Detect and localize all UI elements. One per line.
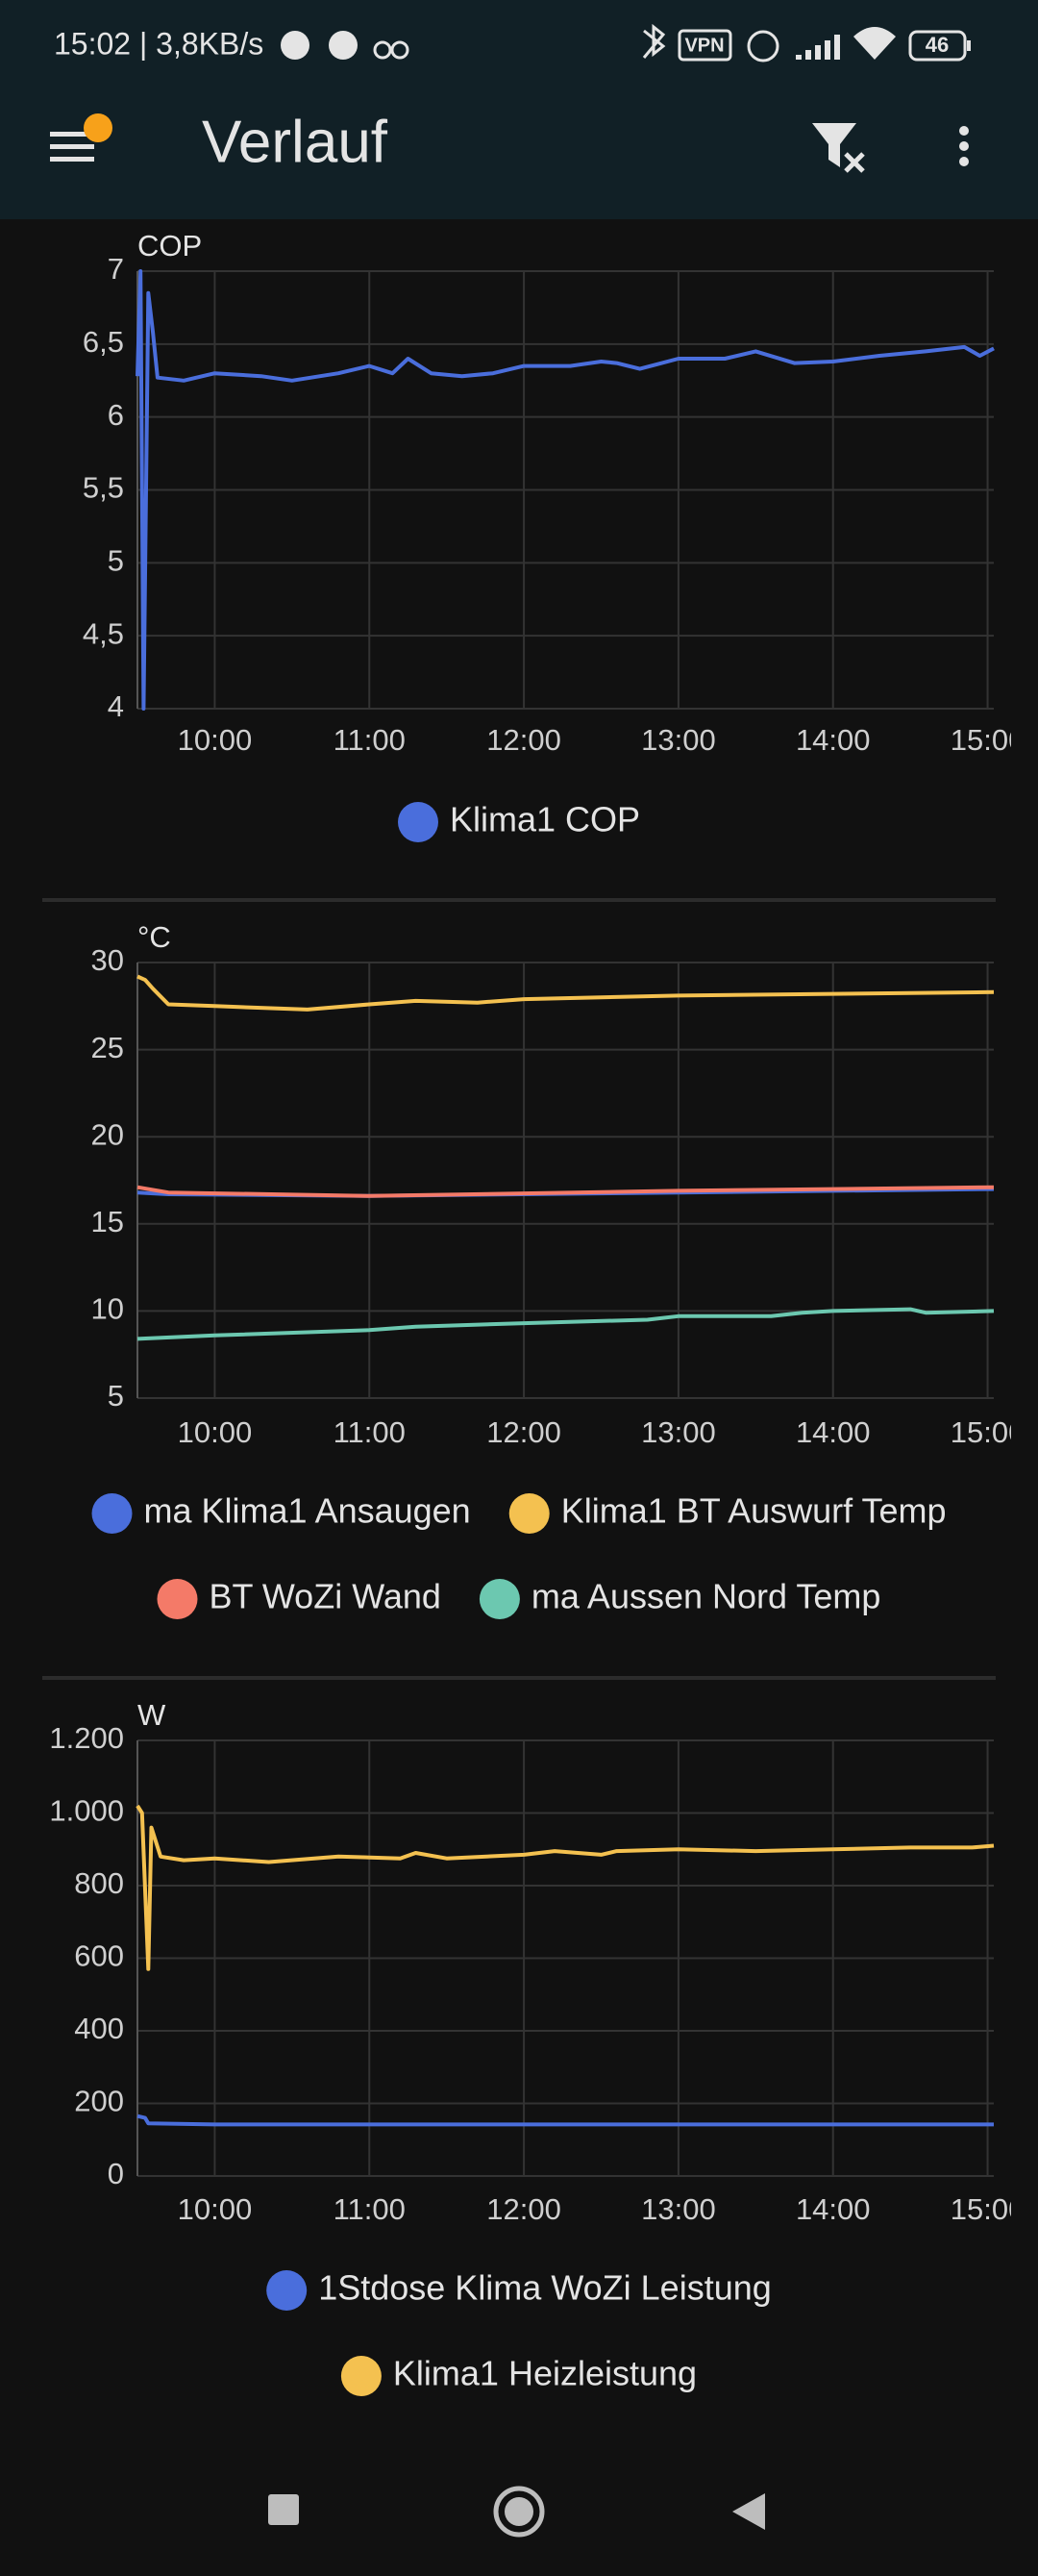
y-tick-label: 1.000 xyxy=(49,1794,124,1828)
x-tick-label: 10:00 xyxy=(178,1415,253,1449)
y-axis-unit: °C xyxy=(137,920,171,954)
x-tick-label: 11:00 xyxy=(334,2192,406,2226)
data-line xyxy=(136,1804,995,1971)
y-tick-label: 4,5 xyxy=(83,616,124,650)
x-tick-labels: 10:00 11:00 12:00 13:00 14:00 15:00 xyxy=(178,2192,1026,2226)
y-axis-unit: COP xyxy=(137,229,202,263)
x-tick-label: 15:00 xyxy=(951,2192,1026,2226)
x-tick-label: 13:00 xyxy=(641,723,716,757)
nav-home[interactable] xyxy=(493,2486,545,2538)
x-tick-label: 10:00 xyxy=(178,2192,253,2226)
legend-row: 1Stdose Klima WoZi Leistung xyxy=(266,2268,772,2311)
x-tick-labels: 10:00 11:00 12:00 13:00 14:00 15:00 xyxy=(178,723,1026,757)
legend-swatch xyxy=(340,2356,382,2396)
y-tick-label: 200 xyxy=(74,2085,124,2118)
legend-label: ma Klima1 Ansaugen xyxy=(144,1491,471,1531)
status-icon xyxy=(281,31,309,60)
y-tick-label: 1.200 xyxy=(49,1721,124,1755)
data-line xyxy=(136,1307,995,1341)
x-tick-label: 12:00 xyxy=(486,1415,561,1449)
legend-row: Klima1 Heizleistung xyxy=(340,2354,697,2396)
battery-icon xyxy=(908,30,967,62)
signal-icon xyxy=(796,35,840,60)
status-icon xyxy=(373,40,392,60)
y-tick-label: 6 xyxy=(108,398,124,432)
y-tick-label: 20 xyxy=(91,1117,124,1151)
legend-label: ma Aussen Nord Temp xyxy=(531,1577,881,1616)
legend-label: Klima1 COP xyxy=(450,800,640,839)
x-tick-label: 15:00 xyxy=(951,723,1026,757)
status-icon xyxy=(390,40,409,60)
vpn-box xyxy=(678,29,732,62)
x-tick-label: 11:00 xyxy=(334,1415,406,1449)
legend-swatch xyxy=(508,1493,550,1534)
vpn-label: VPN xyxy=(684,35,724,56)
divider xyxy=(42,1676,996,1680)
legend-swatch xyxy=(479,1579,520,1619)
legend-label: BT WoZi Wand xyxy=(210,1577,441,1616)
x-tick-label: 13:00 xyxy=(641,2192,716,2226)
wifi-icon xyxy=(853,27,896,60)
y-tick-label: 6,5 xyxy=(83,325,124,359)
y-tick-label: 5 xyxy=(108,544,124,578)
y-tick-label: 400 xyxy=(74,2012,124,2045)
x-tick-label: 14:00 xyxy=(796,2192,871,2226)
y-tick-label: 600 xyxy=(74,1939,124,1973)
x-tick-label: 10:00 xyxy=(178,723,253,757)
y-tick-label: 25 xyxy=(91,1031,124,1064)
legend-swatch xyxy=(398,802,438,842)
status-icon xyxy=(329,31,358,60)
app-title: Verlauf xyxy=(202,109,388,175)
nav-back[interactable] xyxy=(732,2493,765,2530)
menu-button[interactable] xyxy=(50,113,112,162)
nav-recents[interactable] xyxy=(268,2494,299,2525)
more-button[interactable] xyxy=(959,126,969,166)
y-tick-label: 30 xyxy=(91,943,124,977)
x-tick-label: 13:00 xyxy=(641,1415,716,1449)
battery-level: 46 xyxy=(926,33,949,57)
legend-swatch xyxy=(157,1579,198,1619)
data-line xyxy=(136,269,995,711)
y-tick-label: 4 xyxy=(108,689,124,723)
x-tick-label: 12:00 xyxy=(486,2192,561,2226)
x-tick-label: 14:00 xyxy=(796,723,871,757)
y-tick-label: 0 xyxy=(108,2157,124,2190)
legend-label: 1Stdose Klima WoZi Leistung xyxy=(318,2268,772,2308)
y-tick-label: 7 xyxy=(108,252,124,286)
legend-label: Klima1 BT Auswurf Temp xyxy=(561,1491,947,1531)
x-tick-labels: 10:00 11:00 12:00 13:00 14:00 15:00 xyxy=(178,1415,1026,1449)
x-tick-label: 15:00 xyxy=(951,1415,1026,1449)
status-time: 15:02 | 3,8KB/s xyxy=(54,26,263,61)
data-line xyxy=(136,2113,994,2127)
legend-swatch xyxy=(91,1493,133,1534)
legend-row: BT WoZi Wand ma Aussen Nord Temp xyxy=(157,1577,881,1619)
data-line xyxy=(136,974,995,1012)
y-tick-label: 15 xyxy=(91,1205,124,1238)
y-tick-label: 5,5 xyxy=(83,471,124,505)
y-tick-label: 5 xyxy=(108,1379,124,1413)
y-tick-label: 10 xyxy=(91,1292,124,1326)
data-line xyxy=(136,1185,995,1198)
y-axis-unit: W xyxy=(137,1698,166,1732)
divider xyxy=(42,898,996,902)
x-tick-label: 12:00 xyxy=(486,723,561,757)
battery-tip xyxy=(967,40,971,51)
legend-swatch xyxy=(266,2270,308,2311)
x-tick-label: 14:00 xyxy=(796,1415,871,1449)
legend-label: Klima1 Heizleistung xyxy=(393,2354,697,2393)
bluetooth-icon xyxy=(642,23,666,59)
filter-clear-button[interactable] xyxy=(812,123,865,173)
x-tick-label: 11:00 xyxy=(334,723,406,757)
status-icon xyxy=(747,30,779,63)
legend-row: Klima1 COP xyxy=(398,800,640,842)
legend-row: ma Klima1 Ansaugen Klima1 BT Auswurf Temp xyxy=(91,1491,947,1534)
y-tick-label: 800 xyxy=(74,1866,124,1900)
